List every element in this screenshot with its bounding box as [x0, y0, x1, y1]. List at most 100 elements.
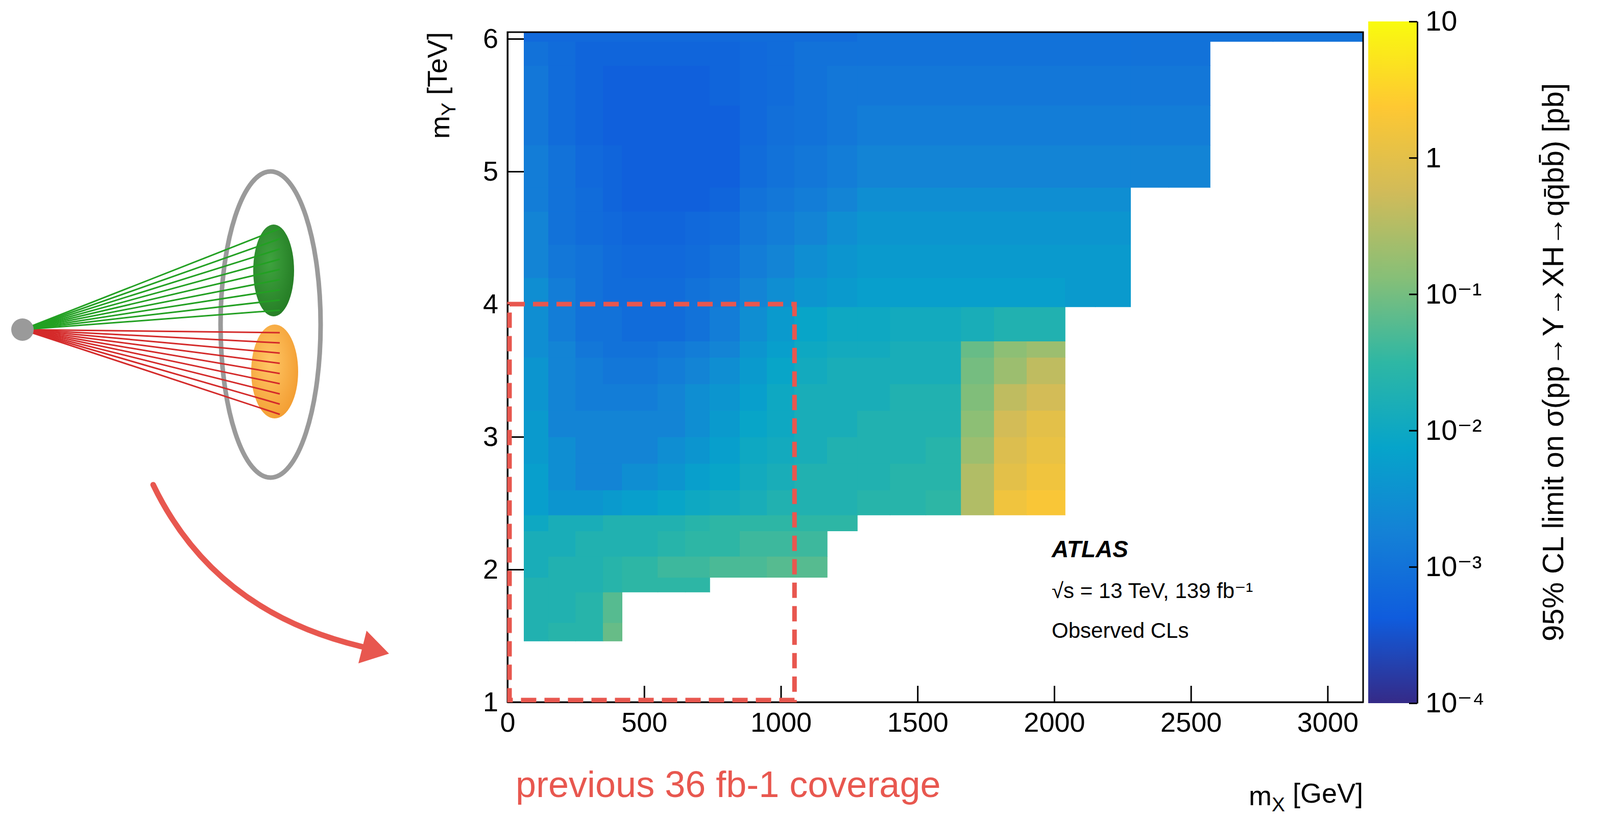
heatmap-cell	[685, 556, 710, 578]
red-track	[22, 329, 280, 415]
heatmap-cell	[658, 144, 686, 188]
heatmap-cell	[1095, 65, 1131, 106]
heatmap-cell	[658, 244, 686, 278]
heatmap-cell	[925, 187, 962, 212]
heatmap-cell	[658, 187, 686, 212]
heatmap-cell	[767, 244, 795, 278]
heatmap-cell	[794, 556, 828, 578]
heatmap-cell	[548, 105, 576, 145]
coverage-label: previous 36 fb-1 coverage	[515, 764, 941, 806]
heatmap-cell	[794, 531, 828, 557]
plot-frame	[507, 32, 1364, 703]
heatmap-cell	[857, 105, 890, 145]
heatmap-cells	[523, 32, 1364, 642]
heatmap-cell	[794, 277, 828, 307]
annotation: Observed CLs	[1051, 618, 1189, 643]
interaction-point	[11, 318, 34, 342]
x-axis-line	[507, 701, 1364, 704]
heatmap-cell	[685, 463, 710, 491]
heatmap-cell	[622, 144, 659, 188]
colorbar-axis-tick-label: 10	[1425, 4, 1458, 37]
heatmap-cell	[767, 515, 795, 531]
heatmap-cell	[925, 65, 962, 106]
colorbar-axis-tick: 1	[1409, 141, 1442, 174]
annotation: √s = 13 TeV, 139 fb⁻¹	[1051, 578, 1253, 603]
heatmap-cell	[1064, 144, 1096, 188]
heatmap-cell	[890, 490, 927, 516]
heatmap-cell	[890, 277, 927, 307]
heatmap-cell	[1095, 144, 1131, 188]
heatmap-cell	[857, 187, 890, 212]
heatmap-cell	[523, 306, 549, 342]
heatmap-cell	[1064, 32, 1096, 42]
heatmap-cell	[575, 577, 604, 593]
heatmap-cell	[602, 463, 622, 491]
green-track	[22, 289, 280, 330]
colorbar-axis-tick: 10⁻⁴	[1409, 686, 1485, 719]
heatmap-cell	[739, 357, 768, 384]
heatmap-cell	[709, 463, 740, 491]
heatmap-cell	[658, 577, 686, 593]
y-axis-tick-label: 5	[482, 155, 499, 187]
heatmap-cell	[794, 341, 828, 358]
heatmap-cell	[658, 41, 686, 66]
y-axis-tick-label: 3	[482, 421, 499, 452]
colorbar-axis-tick-mark	[1409, 293, 1418, 296]
heatmap-cell	[857, 244, 890, 278]
heatmap-cell	[602, 410, 622, 438]
heatmap-cell	[622, 65, 659, 106]
heatmap-cell	[709, 144, 740, 188]
heatmap-cell	[658, 383, 686, 411]
heatmap-cell	[548, 306, 576, 342]
heatmap-cell	[1130, 144, 1170, 188]
heatmap-cell	[767, 41, 795, 66]
heatmap-cell	[575, 515, 604, 531]
heatmap-cell	[767, 65, 795, 106]
heatmap-cell	[709, 556, 740, 578]
heatmap-cell	[961, 490, 995, 516]
heatmap-cell	[523, 187, 549, 212]
heatmap-cell	[994, 490, 1027, 516]
heatmap-cell	[925, 211, 962, 245]
heatmap-cell	[827, 187, 858, 212]
heatmap-cell	[575, 622, 604, 642]
heatmap-cell	[1026, 211, 1065, 245]
y-axis-tick-mark	[507, 569, 524, 571]
heatmap-cell	[925, 437, 962, 464]
heatmap-cell	[548, 490, 576, 516]
heatmap-cell	[794, 244, 828, 278]
heatmap-cell	[575, 211, 604, 245]
heatmap-cell	[548, 357, 576, 384]
heatmap-cell	[961, 65, 995, 106]
heatmap-cell	[961, 105, 995, 145]
heatmap-cell	[523, 341, 549, 358]
green-track	[22, 259, 280, 330]
heatmap-cell	[709, 306, 740, 342]
heatmap-cell	[685, 341, 710, 358]
heatmap-cell	[1095, 244, 1131, 278]
heatmap-cell	[622, 244, 659, 278]
heatmap-cell	[575, 105, 604, 145]
heatmap-cell	[602, 41, 622, 66]
heatmap-cell	[523, 105, 549, 145]
axis-title-part: [GeV]	[1285, 778, 1364, 809]
heatmap-cell	[827, 410, 858, 438]
heatmap-cell	[602, 32, 622, 42]
green-track	[22, 310, 280, 330]
heatmap-cell	[1064, 277, 1096, 307]
heatmap-cell	[890, 341, 927, 358]
heatmap-cell	[622, 463, 659, 491]
heatmap-cell	[767, 383, 795, 411]
heatmap-cell	[523, 32, 549, 42]
x-axis-tick-mark	[1190, 686, 1193, 703]
colorbar-axis-tick-mark	[1409, 702, 1418, 705]
colorbar-axis-tick: 10⁻²	[1409, 414, 1483, 447]
heatmap-cell	[857, 383, 890, 411]
heatmap-cell	[1026, 65, 1065, 106]
heatmap-cell	[994, 437, 1027, 464]
heatmap-cell	[1026, 410, 1065, 438]
heatmap-cell	[794, 306, 828, 342]
heatmap-cell	[794, 463, 828, 491]
heatmap-cell	[1026, 490, 1065, 516]
heatmap-cell	[961, 437, 995, 464]
